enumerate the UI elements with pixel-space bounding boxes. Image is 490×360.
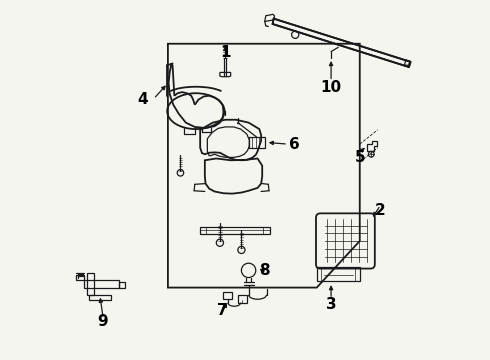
Text: 5: 5 bbox=[355, 150, 366, 165]
Text: 1: 1 bbox=[220, 45, 230, 60]
Text: 10: 10 bbox=[320, 80, 342, 95]
Text: 4: 4 bbox=[138, 92, 148, 107]
Text: 3: 3 bbox=[326, 297, 336, 312]
Text: 7: 7 bbox=[217, 303, 228, 318]
Text: 6: 6 bbox=[289, 137, 300, 152]
Bar bbox=[317, 267, 360, 281]
Bar bbox=[248, 137, 265, 148]
Text: 2: 2 bbox=[375, 203, 386, 218]
Text: 8: 8 bbox=[259, 263, 270, 278]
Text: 9: 9 bbox=[97, 314, 108, 329]
